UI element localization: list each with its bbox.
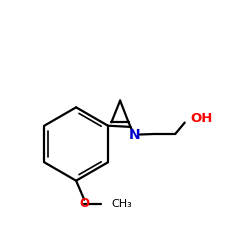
Text: CH₃: CH₃ bbox=[112, 199, 132, 209]
Text: N: N bbox=[129, 128, 140, 141]
Text: O: O bbox=[79, 197, 89, 210]
Text: OH: OH bbox=[190, 112, 212, 125]
